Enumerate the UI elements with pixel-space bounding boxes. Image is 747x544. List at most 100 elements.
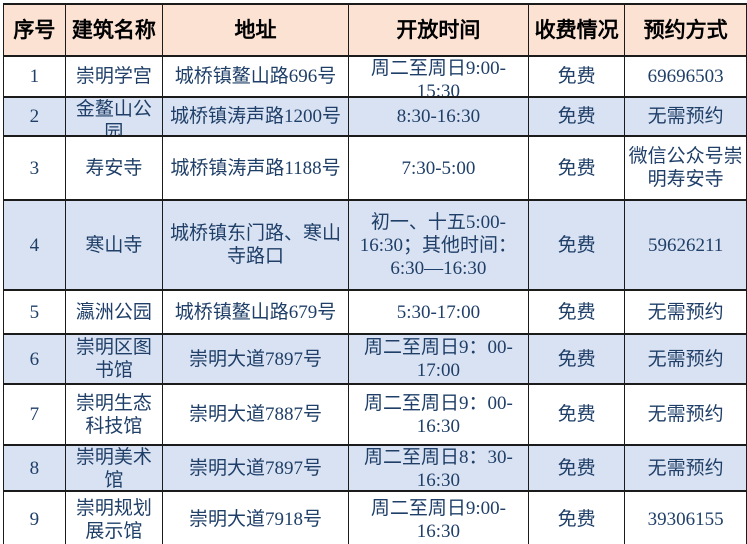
table-row: 9 崇明规划展示馆 崇明大道7918号 周二至周日9:00-16:30 免费 393061… xyxy=(3,490,747,544)
cell-name: 崇明生态科技馆 xyxy=(64,383,164,446)
cell-text: 崇明学宫 xyxy=(75,66,152,87)
cell-num: 4 xyxy=(3,199,66,291)
table-row: 6 崇明区图书馆 崇明大道7897号 周二至周日9：00-17:00 免费 无需预约 xyxy=(3,333,747,385)
cell-text: 5 xyxy=(29,301,40,323)
cell-address: 城桥镇东门路、寒山寺路口 xyxy=(162,199,349,291)
cell-booking: 微信公众号崇明寿安寺 xyxy=(624,135,747,201)
cell-text: 寒山寺 xyxy=(85,234,143,256)
cell-num: 9 xyxy=(3,490,66,544)
cell-text: 无需预约 xyxy=(647,348,724,370)
cell-text: 城桥镇涛声路1188号 xyxy=(170,157,341,179)
cell-text: 39306155 xyxy=(647,509,724,530)
cell-booking: 无需预约 xyxy=(624,383,747,446)
table-row: 3 寿安寺 城桥镇涛声路1188号 7:30-5:00 免费 微信公众号崇明寿安寺 xyxy=(3,135,747,201)
cell-text: 7:30-5:00 xyxy=(401,157,476,179)
cell-fee: 免费 xyxy=(527,135,626,201)
cell-text: 周二至周日9:00-16:30 xyxy=(370,497,506,542)
cell-text: 城桥镇涛声路1200号 xyxy=(169,106,341,127)
cell-text: 8:30-16:30 xyxy=(396,106,481,127)
cell-text: 崇明大道7918号 xyxy=(188,509,322,530)
cell-num: 6 xyxy=(3,333,66,385)
table-row: 1 崇明学宫 城桥镇鳌山路696号 周二至周日9:00-15:30 免费 69696503 xyxy=(3,55,747,98)
cell-hours: 周二至周日8：30-16:30 xyxy=(347,444,529,492)
cell-text: 免费 xyxy=(557,157,596,179)
table-row: 7 崇明生态科技馆 崇明大道7887号 周二至周日9：00-16:30 免费 无需预约 xyxy=(3,383,747,446)
column-header-label: 预约方式 xyxy=(643,18,728,42)
cell-hours: 初一、十五5:00-16:30；其他时间：6:30—16:30 xyxy=(347,199,529,291)
column-header-num: 序号 xyxy=(3,3,66,57)
column-header-label: 地址 xyxy=(234,18,277,42)
cell-text: 无需预约 xyxy=(647,301,724,323)
cell-text: 59626211 xyxy=(648,234,724,256)
cell-text: 寿安寺 xyxy=(85,157,143,179)
cell-text: 崇明大道7887号 xyxy=(188,404,322,425)
column-header-name: 建筑名称 xyxy=(64,3,164,57)
cell-hours: 周二至周日9：00-17:00 xyxy=(347,333,529,385)
cell-text: 69696503 xyxy=(647,66,724,87)
cell-text: 周二至周日8：30-16:30 xyxy=(363,447,513,490)
cell-name: 崇明区图书馆 xyxy=(64,333,164,385)
cell-fee: 免费 xyxy=(527,55,626,98)
cell-text: 免费 xyxy=(557,348,596,370)
cell-booking: 无需预约 xyxy=(624,96,747,137)
cell-address: 崇明大道7897号 xyxy=(162,333,349,385)
cell-booking: 无需预约 xyxy=(624,289,747,335)
cell-text: 9 xyxy=(29,509,40,530)
cell-num: 3 xyxy=(3,135,66,201)
cell-num: 2 xyxy=(3,96,66,137)
column-header-booking: 预约方式 xyxy=(624,3,747,57)
cell-num: 1 xyxy=(3,55,66,98)
cell-text: 城桥镇东门路、寒山寺路口 xyxy=(169,223,341,267)
cell-text: 初一、十五5:00-16:30；其他时间：6:30—16:30 xyxy=(359,211,518,279)
cell-text: 周二至周日9：00-17:00 xyxy=(363,337,513,381)
cell-text: 4 xyxy=(29,234,40,256)
cell-text: 免费 xyxy=(557,457,596,479)
column-header-fee: 收费情况 xyxy=(527,3,626,57)
cell-hours: 周二至周日9：00-16:30 xyxy=(347,383,529,446)
cell-name: 崇明美术馆 xyxy=(64,444,164,492)
cell-text: 8 xyxy=(29,457,40,479)
cell-text: 城桥镇鳌山路696号 xyxy=(174,66,337,87)
cell-booking: 59626211 xyxy=(624,199,747,291)
column-header-label: 序号 xyxy=(13,18,56,42)
header-row: 序号 建筑名称 地址 开放时间 收费情况 预约方式 xyxy=(3,3,747,57)
cell-text: 2 xyxy=(29,106,40,127)
cell-text: 免费 xyxy=(557,301,596,323)
cell-text: 无需预约 xyxy=(647,457,724,479)
cell-text: 5:30-17:00 xyxy=(396,301,481,323)
cell-text: 免费 xyxy=(557,509,596,530)
cell-name: 崇明学宫 xyxy=(64,55,164,98)
column-header-hours: 开放时间 xyxy=(347,3,529,57)
cell-text: 免费 xyxy=(557,234,596,256)
cell-address: 城桥镇涛声路1200号 xyxy=(162,96,349,137)
table-row: 4 寒山寺 城桥镇东门路、寒山寺路口 初一、十五5:00-16:30；其他时间：6:3… xyxy=(3,199,747,291)
cell-hours: 5:30-17:00 xyxy=(347,289,529,335)
cell-text: 崇明规划展示馆 xyxy=(75,497,152,542)
cell-text: 1 xyxy=(29,66,40,87)
cell-booking: 无需预约 xyxy=(624,444,747,492)
cell-text: 6 xyxy=(29,348,40,370)
cell-address: 城桥镇鳌山路696号 xyxy=(162,55,349,98)
cell-booking: 无需预约 xyxy=(624,333,747,385)
table-row: 5 瀛洲公园 城桥镇鳌山路679号 5:30-17:00 免费 无需预约 xyxy=(3,289,747,335)
cell-text: 周二至周日9:00-15:30 xyxy=(370,58,506,96)
cell-fee: 免费 xyxy=(527,444,626,492)
table-row: 8 崇明美术馆 崇明大道7897号 周二至周日8：30-16:30 免费 无需预约 xyxy=(3,444,747,492)
column-header-label: 收费情况 xyxy=(534,18,619,42)
cell-name: 寒山寺 xyxy=(64,199,164,291)
cell-fee: 免费 xyxy=(527,96,626,137)
cell-address: 城桥镇鳌山路679号 xyxy=(162,289,349,335)
cell-text: 崇明美术馆 xyxy=(75,447,152,490)
cell-hours: 周二至周日9:00-15:30 xyxy=(347,55,529,98)
cell-name: 寿安寺 xyxy=(64,135,164,201)
cell-name: 瀛洲公园 xyxy=(64,289,164,335)
cell-name: 崇明规划展示馆 xyxy=(64,490,164,544)
column-header-label: 开放时间 xyxy=(396,18,481,42)
column-header-label: 建筑名称 xyxy=(71,18,156,42)
cell-text: 周二至周日9：00-16:30 xyxy=(363,392,513,437)
cell-text: 城桥镇鳌山路679号 xyxy=(174,301,337,323)
cell-text: 崇明生态科技馆 xyxy=(75,392,152,437)
cell-fee: 免费 xyxy=(527,199,626,291)
cell-text: 微信公众号崇明寿安寺 xyxy=(628,146,743,190)
cell-hours: 7:30-5:00 xyxy=(347,135,529,201)
